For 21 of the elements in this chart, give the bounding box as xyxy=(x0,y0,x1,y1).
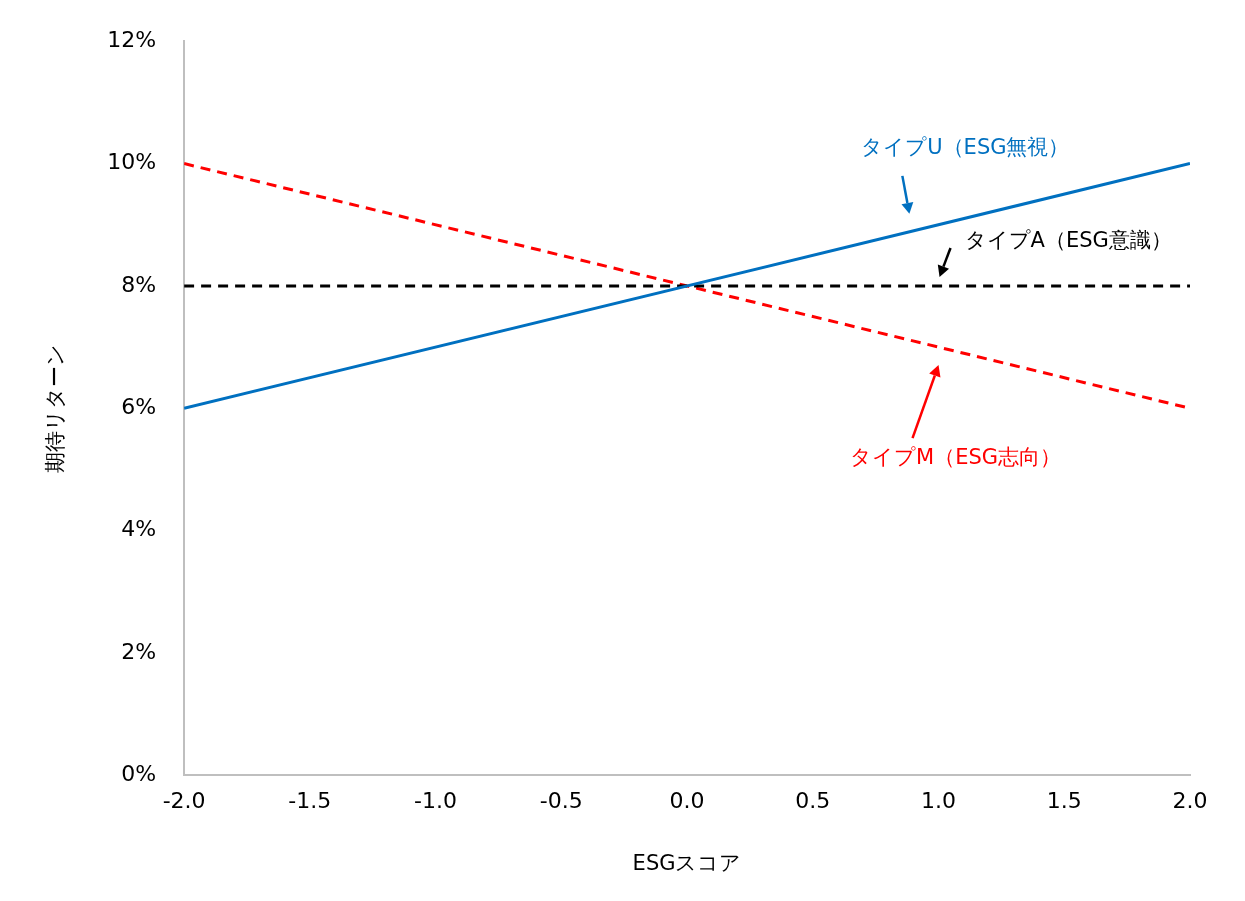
y-tick-label: 12% xyxy=(107,26,157,52)
x-axis-title: ESGスコア xyxy=(632,850,742,875)
x-tick-label: 1.0 xyxy=(921,788,957,814)
y-tick-label: 6% xyxy=(121,394,157,420)
x-tick-label: -2.0 xyxy=(162,788,206,814)
y-tick-label: 8% xyxy=(121,271,157,297)
y-axis-title: 期待リターン xyxy=(43,343,68,473)
y-tick-label: 2% xyxy=(121,638,157,664)
x-tick-label: -1.0 xyxy=(414,788,458,814)
text: タイプM（ESG志向） xyxy=(850,444,1062,469)
x-tick-label: 0.0 xyxy=(669,788,705,814)
x-tick-label: -1.5 xyxy=(288,788,332,814)
y-tick-label: 0% xyxy=(121,761,157,787)
x-tick-label: 1.5 xyxy=(1046,788,1082,814)
y-tick-label: 10% xyxy=(107,149,157,175)
series-label: タイプA（ESG意識） xyxy=(964,228,1172,253)
x-tick-label: 2.0 xyxy=(1172,788,1208,814)
x-tick-label: -0.5 xyxy=(539,788,583,814)
x-tick-label: 0.5 xyxy=(795,788,831,814)
series-label: タイプU（ESG無視） xyxy=(861,135,1070,160)
y-tick-label: 4% xyxy=(121,516,157,542)
